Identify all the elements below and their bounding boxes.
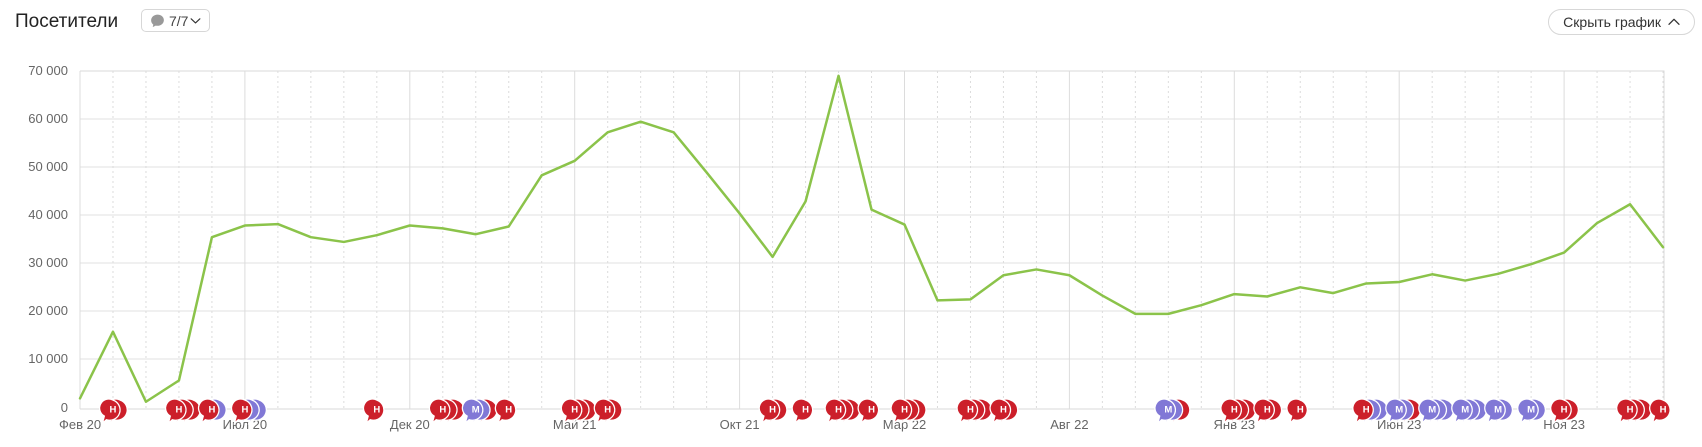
svg-text:H: H (505, 404, 512, 415)
svg-text:H: H (1627, 404, 1634, 415)
svg-text:H: H (571, 404, 578, 415)
svg-text:60 000: 60 000 (28, 111, 68, 126)
svg-text:H: H (373, 404, 380, 415)
svg-text:M: M (1428, 404, 1436, 415)
svg-text:H: H (439, 404, 446, 415)
svg-text:H: H (769, 404, 776, 415)
svg-text:H: H (110, 404, 117, 415)
svg-text:M: M (472, 404, 480, 415)
svg-text:M: M (1527, 404, 1535, 415)
svg-text:H: H (967, 404, 974, 415)
svg-text:M: M (1395, 404, 1403, 415)
svg-text:H: H (1264, 404, 1271, 415)
svg-text:H: H (1363, 404, 1370, 415)
svg-text:10 000: 10 000 (28, 351, 68, 366)
svg-text:30 000: 30 000 (28, 255, 68, 270)
svg-text:H: H (901, 404, 908, 415)
svg-text:H: H (1561, 404, 1568, 415)
svg-text:H: H (1297, 404, 1304, 415)
svg-text:M: M (1461, 404, 1469, 415)
svg-text:H: H (208, 404, 215, 415)
svg-text:20 000: 20 000 (28, 303, 68, 318)
svg-text:M: M (1164, 404, 1172, 415)
svg-text:H: H (835, 404, 842, 415)
svg-text:Фев 20: Фев 20 (59, 417, 101, 432)
svg-text:0: 0 (61, 400, 68, 415)
svg-text:H: H (1000, 404, 1007, 415)
svg-text:H: H (241, 404, 248, 415)
svg-text:Авг 22: Авг 22 (1050, 417, 1088, 432)
svg-text:M: M (1494, 404, 1502, 415)
svg-text:70 000: 70 000 (28, 63, 68, 78)
svg-text:H: H (1660, 404, 1667, 415)
svg-text:40 000: 40 000 (28, 207, 68, 222)
svg-text:H: H (176, 404, 183, 415)
svg-text:Окт 21: Окт 21 (720, 417, 760, 432)
svg-text:H: H (868, 404, 875, 415)
svg-text:Дек 20: Дек 20 (390, 417, 430, 432)
svg-text:H: H (802, 404, 809, 415)
svg-text:H: H (604, 404, 611, 415)
svg-text:50 000: 50 000 (28, 159, 68, 174)
svg-text:H: H (1231, 404, 1238, 415)
